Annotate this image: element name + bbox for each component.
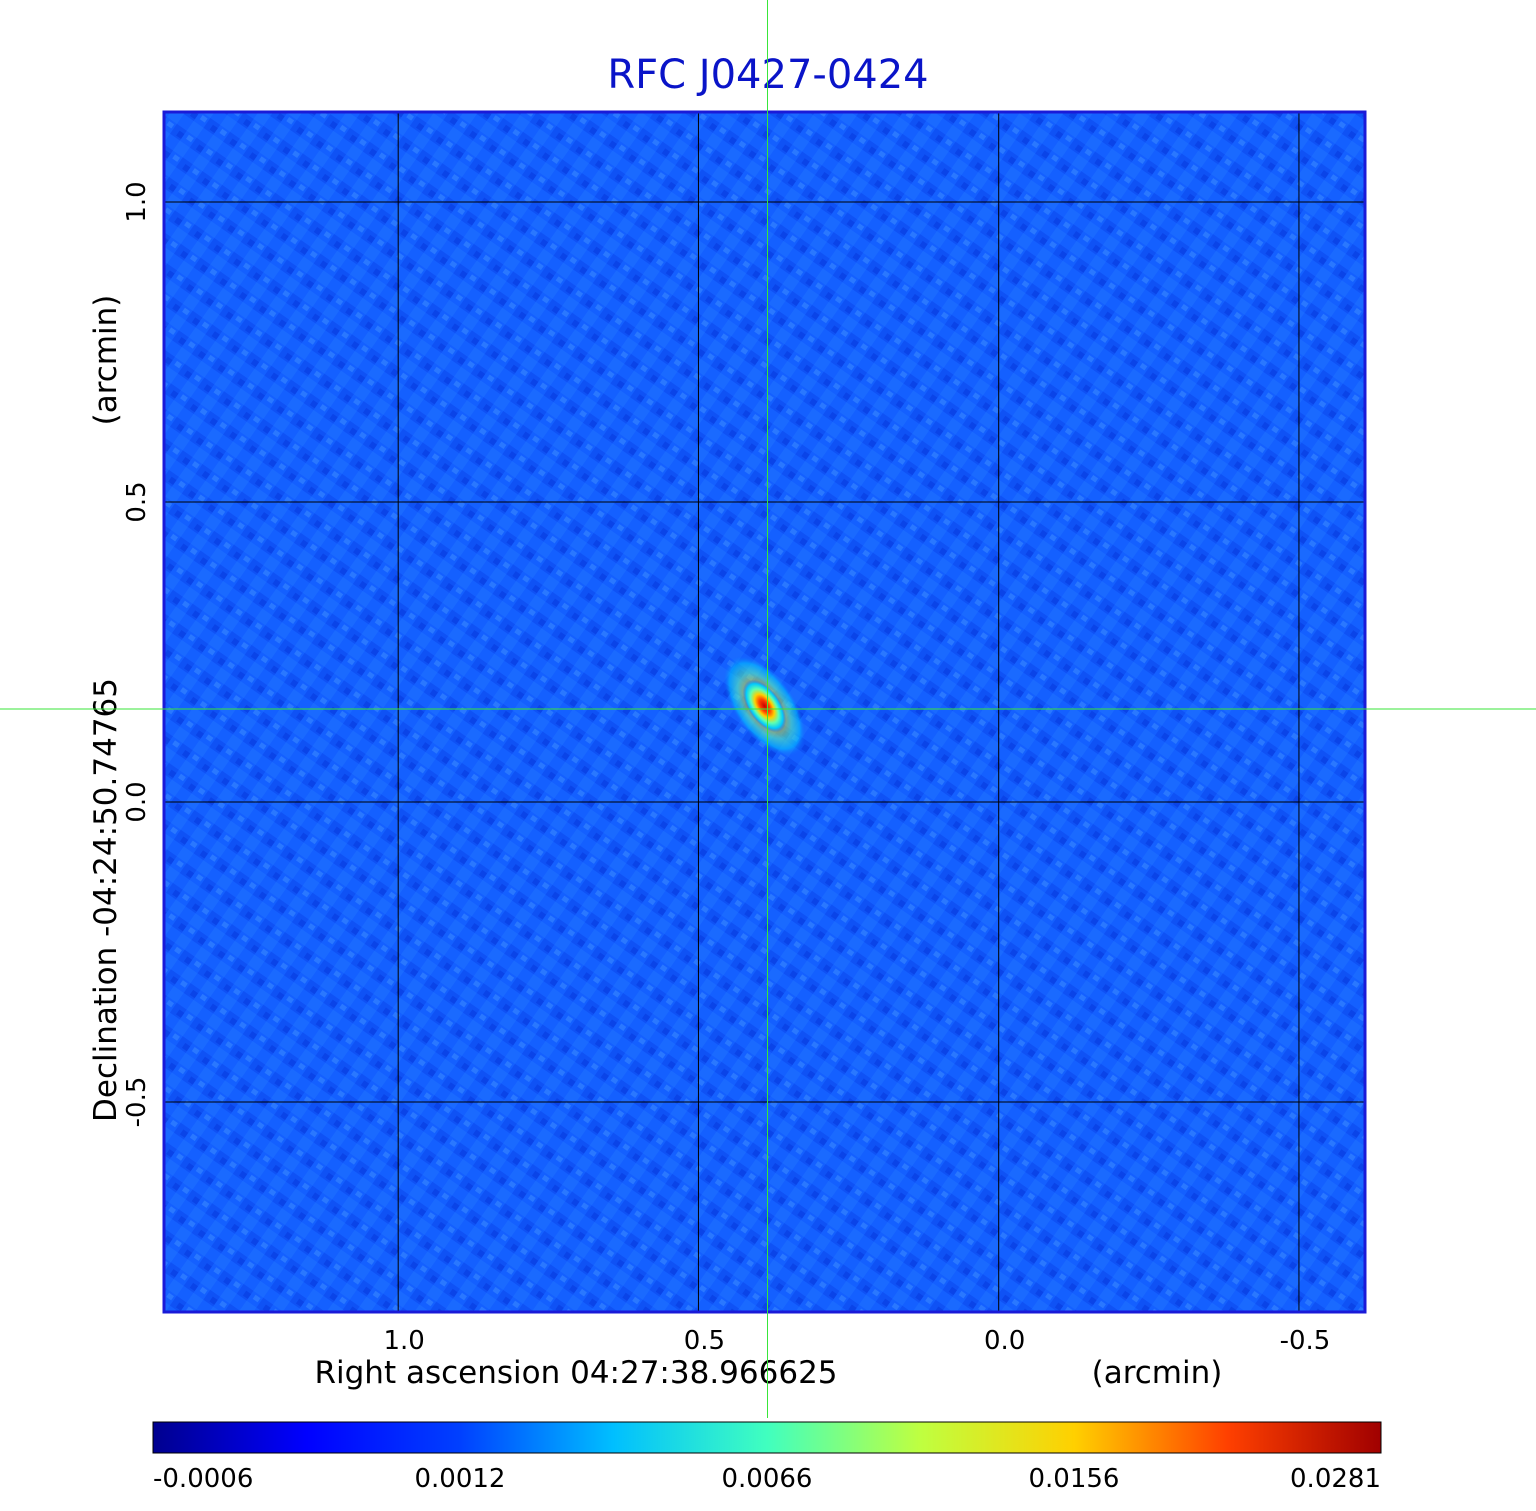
colorbar-tick-label: 0.0066: [722, 1464, 813, 1494]
x-tick-label: -0.5: [1280, 1326, 1331, 1356]
colorbar-tick-label: 0.0012: [415, 1464, 506, 1494]
crosshair: [0, 0, 1536, 1418]
colorbar-tick-label: -0.0006: [153, 1464, 253, 1494]
x-axis-unit: (arcmin): [1092, 1355, 1223, 1391]
y-tick-label: 0.0: [122, 781, 152, 822]
coordinate-grid: [164, 112, 1365, 1312]
y-tick-label: -0.5: [122, 1077, 152, 1128]
y-tick-label: 1.0: [122, 181, 152, 222]
source-peak: [742, 679, 787, 733]
x-axis-label: Right ascension 04:27:38.966625: [314, 1355, 837, 1391]
x-tick-label: 0.5: [684, 1326, 725, 1356]
colorbar-tick-label: 0.0281: [1290, 1464, 1381, 1494]
x-tick-label: 0.0: [984, 1326, 1025, 1356]
y-axis-unit: (arcmin): [88, 295, 124, 426]
plot-frame: [162, 110, 1367, 1314]
y-tick-label: 0.5: [122, 481, 152, 522]
x-axis-ticks: 1.0 0.5 0.0 -0.5: [384, 1326, 1331, 1356]
colorbar: [152, 1421, 1382, 1454]
y-axis-label: Declination -04:24:50.74765: [88, 678, 124, 1122]
y-axis-ticks: 1.0 0.5 0.0 -0.5: [122, 181, 152, 1127]
colorbar-ticks: -0.0006 0.0012 0.0066 0.0156 0.0281: [153, 1464, 1381, 1494]
colorbar-tick-label: 0.0156: [1029, 1464, 1120, 1494]
x-tick-label: 1.0: [384, 1326, 425, 1356]
